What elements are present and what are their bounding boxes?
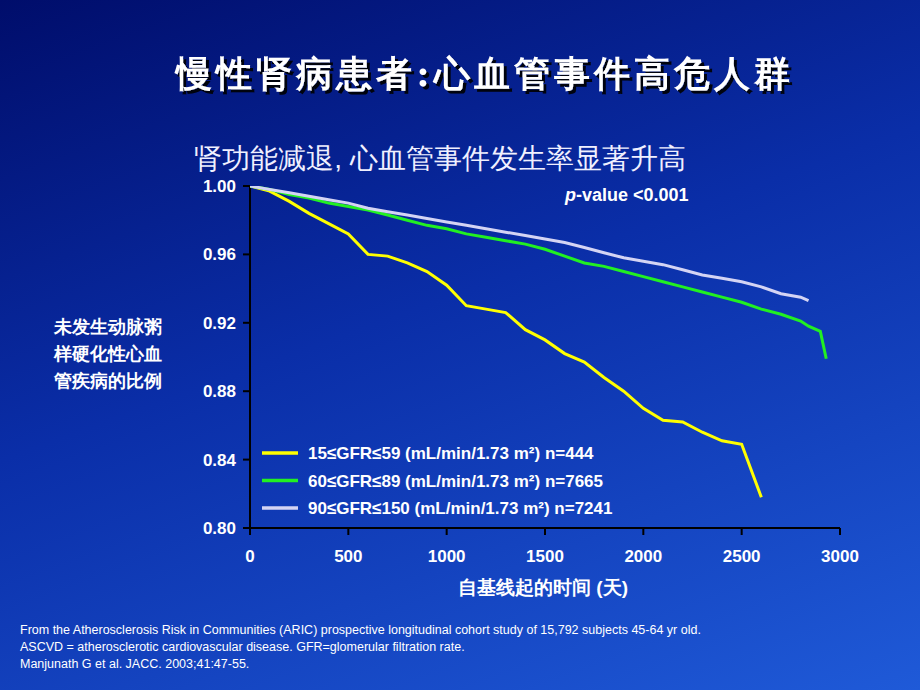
- y-tick-label: 1.00: [203, 177, 236, 196]
- legend-swatch: [262, 479, 298, 483]
- x-tick: [347, 528, 349, 535]
- x-axis-label: 自基线起的时间 (天): [458, 577, 628, 598]
- y-tick-label: 0.96: [203, 245, 236, 264]
- legend-label: 60≤GFR≤89 (mL/min/1.73 m²) n=7665: [308, 472, 603, 491]
- legend-label: 90≤GFR≤150 (mL/min/1.73 m²) n=7241: [308, 499, 612, 518]
- x-tick: [839, 528, 841, 535]
- x-tick-label: 1500: [526, 547, 564, 566]
- footnote: Manjunath G et al. JACC. 2003;41:47-55.: [20, 657, 249, 671]
- footnote: From the Atherosclerosis Risk in Communi…: [20, 623, 701, 637]
- subtitle: 肾功能减退, 心血管事件发生率显著升高: [194, 143, 686, 174]
- annotation: p-value <0.001: [564, 185, 689, 205]
- x-tick-label: 2500: [723, 547, 761, 566]
- series-line: [250, 186, 809, 301]
- x-tick: [544, 528, 546, 535]
- y-tick: [243, 185, 250, 187]
- y-axis-label-line: 未发生动脉粥: [53, 317, 162, 337]
- annotation-part: -value <0.001: [576, 185, 689, 205]
- x-tick-label: 500: [334, 547, 362, 566]
- chart: 慢性肾病患者:心血管事件高危人群肾功能减退, 心血管事件发生率显著升高0.800…: [0, 0, 920, 690]
- x-tick: [741, 528, 743, 535]
- axes: 0.80 0.84 0.88 0.92 0.96 1.00 0 500 1000 1500 2000…: [203, 177, 859, 566]
- y-axis-label: 未发生动脉粥样硬化性心血管疾病的比例: [53, 317, 162, 391]
- y-tick: [243, 527, 250, 529]
- series-line: [250, 186, 826, 359]
- legend-swatch: [262, 506, 298, 510]
- y-tick-label: 0.80: [203, 519, 236, 538]
- y-tick: [243, 253, 250, 255]
- y-tick-label: 0.88: [203, 382, 236, 401]
- x-tick-label: 0: [245, 547, 254, 566]
- x-tick: [642, 528, 644, 535]
- y-tick: [243, 390, 250, 392]
- legend: 15≤GFR≤59 (mL/min/1.73 m²) n=444 60≤GFR≤8…: [262, 444, 612, 518]
- x-tick: [249, 528, 251, 535]
- page: {"chart_data": { "type": "line", "title"…: [0, 0, 920, 690]
- x-tick-label: 2000: [624, 547, 662, 566]
- footnote: ASCVD = atherosclerotic cardiovascular d…: [20, 640, 465, 654]
- y-tick: [243, 322, 250, 324]
- y-tick-label: 0.84: [203, 451, 237, 470]
- y-axis: [249, 186, 251, 528]
- x-axis: [250, 527, 840, 529]
- annotation-part: p: [564, 185, 576, 205]
- x-tick-label: 1000: [428, 547, 466, 566]
- y-tick: [243, 459, 250, 461]
- x-tick-label: 3000: [821, 547, 859, 566]
- legend-swatch: [262, 451, 298, 455]
- x-tick: [446, 528, 448, 535]
- legend-label: 15≤GFR≤59 (mL/min/1.73 m²) n=444: [308, 444, 594, 463]
- title: 慢性肾病患者:心血管事件高危人群: [174, 52, 793, 94]
- series-group: [250, 186, 826, 497]
- y-tick-label: 0.92: [203, 314, 236, 333]
- y-axis-label-line: 样硬化性心血: [53, 344, 162, 364]
- y-axis-label-line: 管疾病的比例: [53, 371, 162, 391]
